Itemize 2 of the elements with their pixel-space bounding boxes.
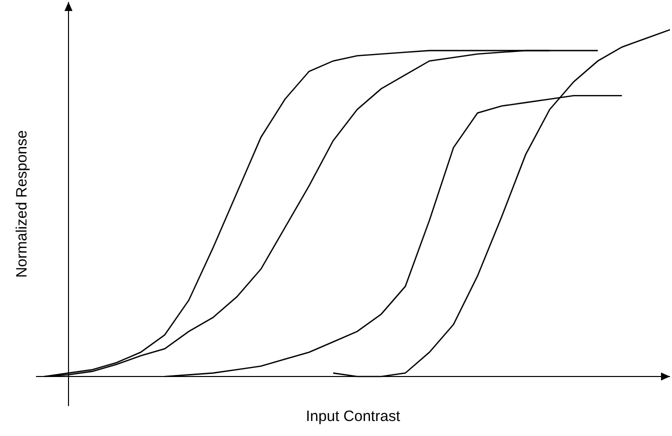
x-axis-title: Input Contrast [306,408,401,425]
y-axis-title: Normalized Response [13,130,30,278]
